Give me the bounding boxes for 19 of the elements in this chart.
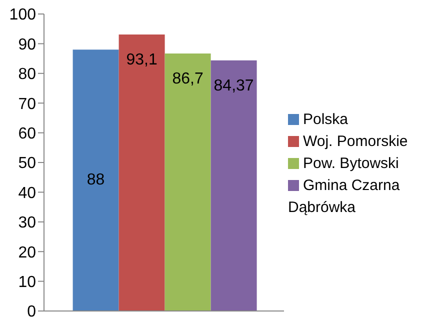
legend-label: Polska xyxy=(303,110,348,128)
y-tick-label: 50 xyxy=(18,155,36,172)
data-label: 93,1 xyxy=(126,52,158,69)
y-tick-label: 10 xyxy=(18,274,36,291)
y-tick-label: 20 xyxy=(18,244,36,262)
y-tick-label: 80 xyxy=(18,66,36,84)
y-tick-label: 40 xyxy=(18,184,36,202)
y-tick-label: 100 xyxy=(9,6,36,24)
y-tick-label: 30 xyxy=(18,214,36,232)
legend-label: Gmina Czarna Dąbrówka xyxy=(288,176,400,216)
y-tick-label: 60 xyxy=(18,125,36,142)
data-label: 88 xyxy=(86,172,105,189)
legend-label: Pow. Bytowski xyxy=(303,154,399,172)
y-tick-label: 0 xyxy=(27,304,36,321)
data-label: 86,7 xyxy=(172,70,204,88)
y-tick-label: 90 xyxy=(18,36,36,54)
y-tick-label: 70 xyxy=(18,96,36,113)
legend-label: Woj. Pomorskie xyxy=(303,132,408,150)
data-label: 84,37 xyxy=(214,78,254,95)
